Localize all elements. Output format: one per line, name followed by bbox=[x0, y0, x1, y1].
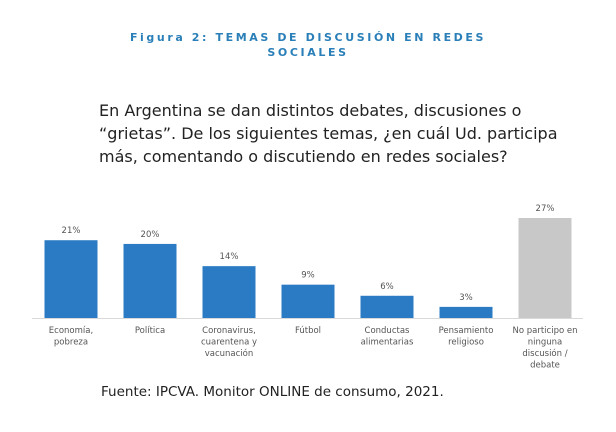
value-label: 14% bbox=[220, 252, 239, 262]
figure-title-line2: SOCIALES bbox=[267, 46, 349, 59]
category-label: Economía, pobreza bbox=[49, 326, 93, 348]
bar bbox=[439, 306, 493, 318]
bar bbox=[518, 218, 572, 318]
bar bbox=[123, 243, 177, 318]
category-label: Pensamiento religioso bbox=[439, 326, 494, 348]
value-label: 6% bbox=[380, 282, 394, 292]
category-label: No participo en ninguna discusión / debate bbox=[512, 326, 577, 371]
category-label: Conductas alimentarias bbox=[361, 326, 414, 348]
survey-question: En Argentina se dan distintos debates, d… bbox=[99, 101, 558, 166]
value-label: 9% bbox=[301, 271, 315, 281]
bar bbox=[202, 266, 256, 318]
value-label: 20% bbox=[141, 230, 160, 240]
category-label: Fútbol bbox=[295, 326, 321, 336]
value-label: 3% bbox=[459, 293, 473, 303]
value-label: 27% bbox=[536, 204, 555, 214]
bar bbox=[360, 295, 414, 318]
figure-title-line1: Figura 2: TEMAS DE DISCUSIÓN EN REDES bbox=[129, 31, 487, 44]
bar bbox=[281, 284, 335, 318]
category-label: Política bbox=[135, 326, 165, 336]
value-label: 21% bbox=[62, 226, 81, 236]
bar bbox=[44, 240, 98, 318]
figure-title: Figura 2: TEMAS DE DISCUSIÓN EN REDES SO… bbox=[0, 30, 616, 60]
source-note: Fuente: IPCVA. Monitor ONLINE de consumo… bbox=[101, 384, 444, 400]
category-label: Coronavirus, cuarentena y vacunación bbox=[201, 326, 257, 359]
